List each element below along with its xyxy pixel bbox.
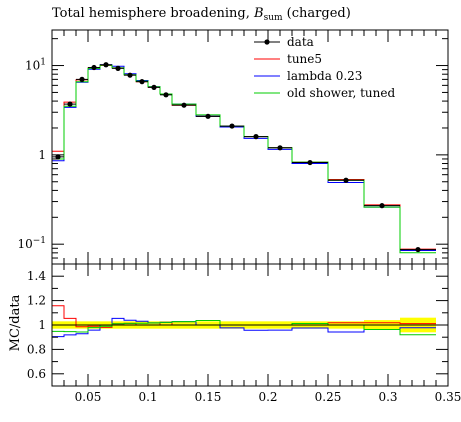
data-point [148, 84, 160, 90]
data-point [220, 123, 244, 129]
x-tick-label: 0.25 [315, 390, 342, 404]
data-point [172, 102, 196, 108]
data-point-marker [205, 113, 211, 119]
data-point-marker [253, 134, 259, 140]
legend-label: tune5 [287, 52, 322, 66]
y-tick-label: 1 [38, 148, 46, 162]
ratio-y-tick-label: 1.4 [27, 269, 46, 283]
data-point [328, 177, 364, 183]
y-tick-label: 10−1 [17, 236, 46, 251]
data-point-marker [163, 92, 169, 98]
ratio-y-tick-label: 0.8 [27, 342, 46, 356]
legend-label: data [287, 35, 314, 49]
data-point [364, 203, 400, 209]
data-point [136, 79, 148, 85]
legend-item-lambda-0-23: lambda 0.23 [254, 69, 362, 83]
data-point-marker [103, 62, 109, 68]
data-point-marker [139, 79, 145, 85]
data-point-marker [151, 84, 157, 90]
data-point [268, 145, 292, 151]
data-point-marker [229, 123, 235, 129]
data-point-marker [307, 159, 313, 166]
x-tick-label: 0.1 [138, 390, 157, 404]
data-point-marker [127, 72, 133, 78]
data-point-marker [181, 102, 187, 108]
legend-item-tune5: tune5 [254, 52, 322, 66]
legend-marker [264, 39, 270, 45]
x-tick-label: 0.15 [195, 390, 222, 404]
main-panel: 10−1 1 101 [17, 29, 449, 386]
x-tick-label: 0.3 [378, 390, 397, 404]
ratio-panel: 0.05 0.1 0.15 0.2 0.25 0.3 0.35 0.6 0.8 1 1.2 1.4 [27, 263, 461, 404]
data-point [400, 246, 436, 253]
data-point [112, 65, 124, 71]
x-tick-label: 0.05 [75, 390, 102, 404]
legend-label: old shower, tuned [287, 86, 395, 100]
data-point-marker [55, 154, 61, 160]
legend: data tune5 lambda 0.23 old shower, tuned [254, 35, 395, 100]
data-point [52, 154, 64, 160]
legend-label: lambda 0.23 [287, 69, 362, 83]
data-point-marker [379, 203, 385, 209]
data-point-marker [343, 177, 349, 183]
data-point [64, 101, 76, 107]
data-point [76, 76, 88, 82]
data-point [244, 134, 268, 140]
data-point [196, 113, 220, 119]
data-point [160, 92, 172, 98]
data-point [124, 72, 136, 78]
x-tick-label: 0.35 [435, 390, 461, 404]
data-point-marker [277, 145, 283, 151]
ratio-old-shower-tuned-line [52, 320, 436, 336]
data-point-marker [91, 64, 97, 71]
data-point-marker [415, 246, 421, 253]
data-point [292, 159, 328, 166]
data-point-marker [79, 76, 85, 82]
ratio-y-axis-label: MC/data [8, 294, 23, 351]
chart-title: Total hemisphere broadening, Bsum (charg… [52, 6, 351, 23]
data-point [100, 62, 112, 68]
legend-item-data: data [254, 35, 314, 49]
data-point-marker [115, 65, 121, 71]
y-tick-label: 101 [25, 58, 46, 73]
legend-item-old-shower-tuned: old shower, tuned [254, 86, 395, 100]
ratio-y-tick-label: 0.6 [27, 367, 46, 381]
ratio-y-tick-label: 1.2 [27, 294, 46, 308]
x-tick-label: 0.2 [258, 390, 277, 404]
data-point-marker [67, 101, 73, 107]
ratio-y-tick-label: 1 [38, 318, 46, 332]
data-point [88, 64, 100, 71]
